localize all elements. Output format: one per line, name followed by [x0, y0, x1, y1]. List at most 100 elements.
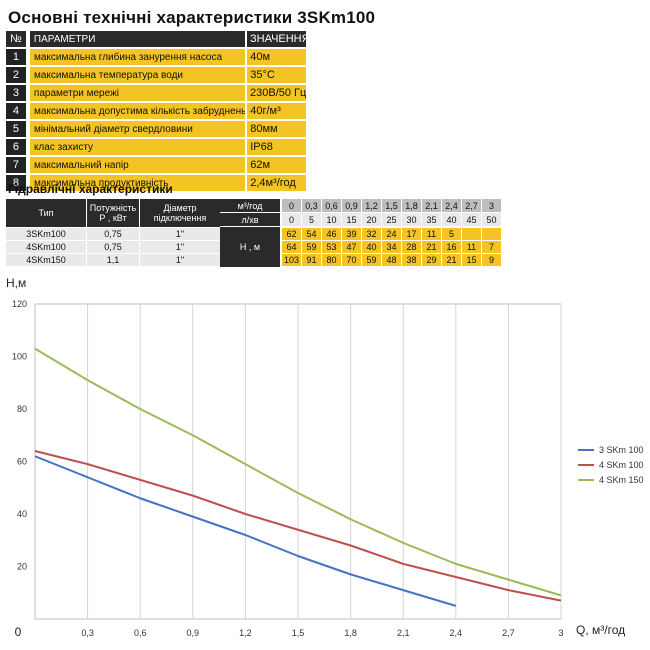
h-label: Н , м	[220, 227, 280, 267]
head-value: 16	[442, 241, 461, 253]
spec-row-num: 5	[6, 121, 26, 137]
q-m3-value: 2,7	[462, 199, 481, 212]
head-value: 15	[462, 254, 481, 266]
head-value: 32	[362, 228, 381, 240]
spec-row-num: 2	[6, 67, 26, 83]
spec-row-value: 40м	[247, 49, 307, 65]
q-m3-value: 1,2	[362, 199, 381, 212]
spec-row: 7 максимальний напір 62м	[6, 157, 307, 173]
head-value: 9	[482, 254, 501, 266]
y-tick-label: 40	[17, 509, 27, 519]
head-value: 59	[302, 241, 321, 253]
head-value: 80	[322, 254, 341, 266]
head-value: 17	[402, 228, 421, 240]
spec-row-value: 35°С	[247, 67, 307, 83]
head-value: 11	[422, 228, 441, 240]
specs-header-num: №	[6, 31, 26, 47]
specs-header-row: № ПАРАМЕТРИ ЗНАЧЕННЯ	[6, 31, 310, 47]
spec-row-num: 4	[6, 103, 26, 119]
model-type: 3SKm100	[6, 228, 86, 240]
q-m3-value: 3	[482, 199, 501, 212]
y-tick-label: 120	[12, 299, 27, 309]
x-tick-label: 2,4	[450, 628, 463, 638]
model-type: 4SKm100	[6, 241, 86, 253]
specs-header-value: ЗНАЧЕННЯ	[247, 31, 310, 47]
q-m3-value: 0	[282, 199, 301, 212]
head-value: 59	[362, 254, 381, 266]
spec-row-num: 7	[6, 157, 26, 173]
page-title: Основні технічні характеристики 3SKm100	[8, 8, 376, 27]
head-value: 11	[462, 241, 481, 253]
col-header-type: Тип	[6, 199, 86, 227]
q-m3-label: м³/год	[220, 199, 280, 212]
spec-row: 8 максимальна продуктивність 2,4м³/год	[6, 175, 307, 191]
y-tick-label: 80	[17, 404, 27, 414]
spec-row-num: 1	[6, 49, 26, 65]
head-value: 24	[382, 228, 401, 240]
col-header-power: Потужність Р , кВт	[87, 199, 139, 227]
q-lmin-value: 50	[482, 213, 501, 226]
model-type: 4SKm150	[6, 254, 86, 266]
head-value: 48	[382, 254, 401, 266]
q-lmin-value: 45	[462, 213, 481, 226]
model-power: 1,1	[87, 254, 139, 266]
q-lmin-value: 40	[442, 213, 461, 226]
x-tick-label: 1,5	[292, 628, 305, 638]
model-diameter: 1"	[140, 241, 220, 253]
spec-row-param: максимальна глибина занурення насоса	[29, 49, 246, 65]
q-lmin-value: 10	[322, 213, 341, 226]
head-value: 5	[442, 228, 461, 240]
spec-row: 3 параметри мережі 230В/50 Гц	[6, 85, 306, 101]
head-value	[482, 228, 501, 240]
head-value: 21	[442, 254, 461, 266]
head-value: 54	[302, 228, 321, 240]
q-m3-value: 1,5	[382, 199, 401, 212]
model-diameter: 1"	[140, 254, 220, 266]
col-header-diameter: Діаметр підключення	[140, 199, 220, 227]
specs-header-param: ПАРАМЕТРИ	[29, 31, 245, 47]
series-line-4-skm-150	[34, 347, 562, 597]
model-power: 0,75	[87, 241, 139, 253]
x-tick-label: 2,7	[502, 628, 515, 638]
y-tick-label: 60	[17, 457, 27, 467]
x-tick-label: 0	[15, 625, 22, 639]
spec-row-param: параметри мережі	[29, 85, 245, 101]
specs-table: № ПАРАМЕТРИ ЗНАЧЕННЯ 1 максимальна глибин…	[6, 31, 310, 193]
q-lmin-value: 30	[402, 213, 421, 226]
q-m3-value: 1,8	[402, 199, 421, 212]
spec-row-value: 40г/м³	[247, 103, 307, 119]
spec-row-value: 230В/50 Гц	[247, 85, 306, 101]
x-tick-label: 1,8	[344, 628, 357, 638]
spec-row-param: максимальний напір	[29, 157, 246, 173]
head-value: 64	[282, 241, 301, 253]
head-value: 34	[382, 241, 401, 253]
series-line-3-skm-100	[34, 455, 457, 607]
head-value: 46	[322, 228, 341, 240]
spec-row-num: 8	[6, 175, 26, 191]
head-value: 21	[422, 241, 441, 253]
head-value: 91	[302, 254, 321, 266]
spec-row-value: IP68	[247, 139, 307, 155]
head-value: 103	[282, 254, 301, 266]
model-diameter: 1"	[140, 228, 220, 240]
hydraulic-title: Гідравлічні характеристики	[8, 182, 173, 196]
q-lmin-value: 25	[382, 213, 401, 226]
x-tick-label: 1,2	[239, 628, 252, 638]
legend-label: 4 SKm 100	[599, 460, 644, 470]
spec-row-value: 62м	[247, 157, 307, 173]
spec-row-num: 3	[6, 85, 26, 101]
q-m3-value: 2,1	[422, 199, 441, 212]
q-lmin-label: л/хв	[220, 213, 280, 226]
spec-row: 5 мінімальний діаметр свердловини 80мм	[6, 121, 307, 137]
series-line-4-skm-100	[34, 450, 562, 602]
spec-row-value: 80мм	[247, 121, 307, 137]
spec-row-num: 6	[6, 139, 26, 155]
x-tick-label: 3	[558, 628, 563, 638]
model-power: 0,75	[87, 228, 139, 240]
q-m3-value: 0,3	[302, 199, 321, 212]
spec-row-param: максимальна продуктивність	[29, 175, 246, 191]
x-tick-label: 0,6	[134, 628, 147, 638]
x-tick-label: 0,3	[81, 628, 94, 638]
q-lmin-value: 0	[282, 213, 301, 226]
spec-row-param: мінімальний діаметр свердловини	[29, 121, 246, 137]
